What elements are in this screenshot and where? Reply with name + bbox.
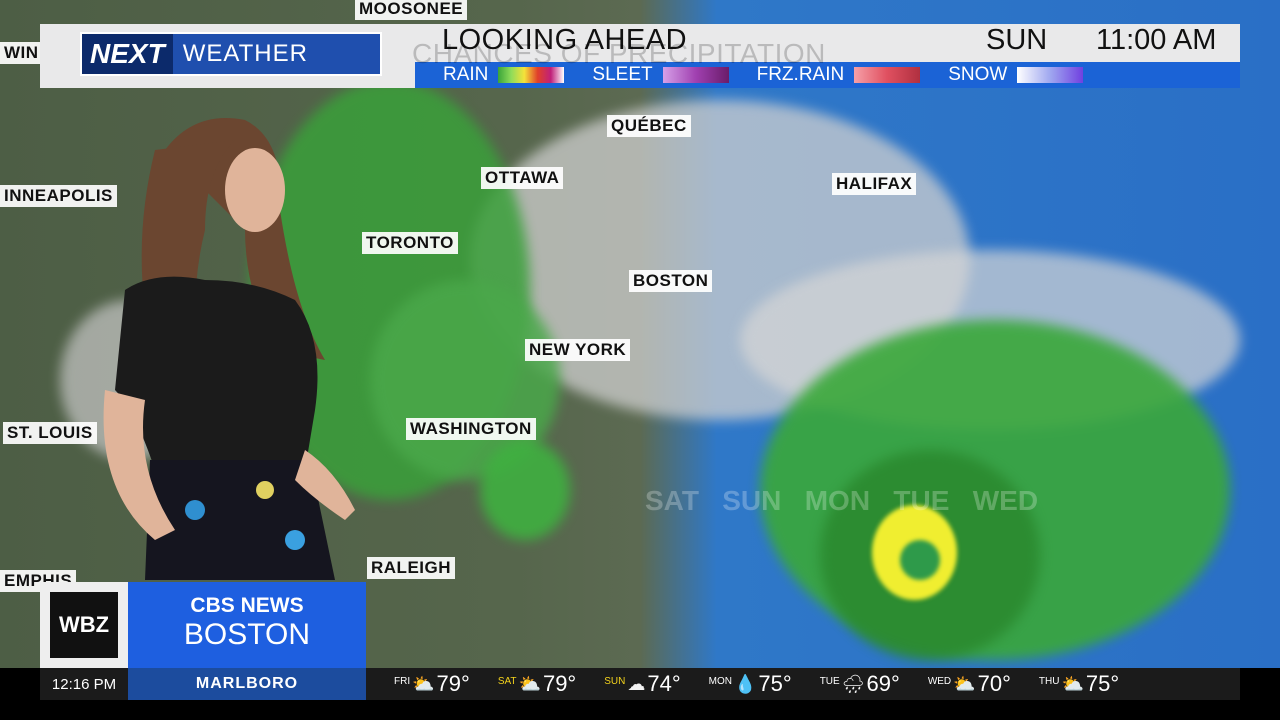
- forecast-temp: 79°: [542, 671, 577, 696]
- city-label: MOOSONEE: [355, 0, 468, 20]
- forecast-day-label: SAT: [497, 676, 517, 687]
- city-label: ST. LOUIS: [3, 422, 97, 444]
- forecast-day-mon: MON 💧 75°: [709, 671, 792, 697]
- legend-swatch: [498, 67, 565, 83]
- legend-item: RAIN: [443, 64, 565, 86]
- location: MARLBORO: [128, 668, 366, 700]
- forecast-day: SUN: [986, 24, 1048, 56]
- logo-weather: WEATHER: [182, 40, 308, 67]
- seven-day-forecast: FRI ⛅ 79° SAT ⛅ 79° SUN ☁ 74° MON 💧 75° TUE 🌧 69° WED ⛅ 7…: [366, 671, 1119, 697]
- station-name: WBZ: [50, 592, 118, 658]
- rain-cloud-icon: 🌧: [841, 673, 865, 694]
- forecast-day-tue: TUE 🌧 69°: [820, 671, 900, 697]
- forecast-day-fri: FRI ⛅ 79°: [394, 671, 470, 697]
- partly-sunny-icon: ⛅: [953, 673, 976, 694]
- legend-item: FRZ.RAIN: [757, 64, 921, 86]
- forecast-day-label: FRI: [394, 676, 411, 687]
- next-weather-logo: NEXT WEATHER: [80, 32, 382, 76]
- forecast-temp: 70°: [977, 671, 1011, 696]
- forecast-temp: 74°: [647, 671, 681, 696]
- city-label: QUÉBEC: [607, 115, 691, 137]
- title-bar: NEXT WEATHER LOOKING AHEAD SUN 11:00 AM …: [40, 24, 1240, 88]
- forecast-day-sat: SAT ⛅ 79°: [498, 671, 576, 697]
- city-label: WASHINGTON: [406, 418, 536, 440]
- legend-swatch: [854, 67, 921, 83]
- weather-map: SAT SUN MON TUE WED MOOSONEE WIN INNEAPO…: [0, 0, 1280, 668]
- legend-item: SLEET: [592, 64, 729, 86]
- logo-next: NEXT: [82, 34, 173, 74]
- partly-sunny-icon: ⛅: [1061, 673, 1084, 694]
- forecast-day-label: WED: [927, 676, 952, 687]
- forecast-day-wed: WED ⛅ 70°: [928, 671, 1011, 697]
- network-name: CBS NEWS: [190, 594, 304, 617]
- ghost-days: SAT SUN MON TUE WED: [645, 485, 1039, 516]
- legend-label: SLEET: [592, 64, 653, 85]
- legend-swatch: [662, 67, 729, 83]
- forecast-ticker: 12:16 PM MARLBORO FRI ⛅ 79° SAT ⛅ 79° SUN ☁ 74° M…: [40, 668, 1240, 700]
- forecast-day-sun: SUN ☁ 74°: [604, 671, 680, 697]
- legend-label: FRZ.RAIN: [756, 64, 845, 85]
- legend-swatch: [1017, 67, 1084, 83]
- forecast-day-label: TUE: [819, 676, 840, 687]
- forecast-temp: 79°: [436, 671, 470, 696]
- forecast-day-label: THU: [1038, 676, 1060, 687]
- city-label: INNEAPOLIS: [0, 185, 117, 207]
- precip-legend: RAIN SLEET FRZ.RAIN SNOW: [415, 62, 1240, 88]
- page-title: LOOKING AHEAD: [442, 24, 688, 56]
- clock: 12:16 PM: [51, 675, 117, 693]
- rain-drops-icon: 💧: [733, 673, 757, 694]
- network-logo: CBS NEWS BOSTON: [128, 582, 366, 668]
- city-label: NEW YORK: [525, 339, 631, 361]
- forecast-day-label: MON: [708, 676, 732, 687]
- forecast-time: 11:00 AM: [1096, 24, 1217, 56]
- partly-sunny-icon: ⛅: [412, 673, 435, 694]
- forecast-temp: 75°: [758, 671, 792, 696]
- forecast-temp: 69°: [866, 671, 900, 696]
- city-label: HALIFAX: [832, 173, 917, 195]
- forecast-day-thu: THU ⛅ 75°: [1039, 671, 1119, 697]
- forecast-temp: 75°: [1085, 671, 1120, 696]
- legend-item: SNOW: [948, 64, 1084, 86]
- partly-sunny-icon: ⛅: [518, 673, 541, 694]
- station-logo: WBZ: [40, 582, 128, 668]
- forecast-day-label: SUN: [604, 676, 626, 687]
- city-label: BOSTON: [629, 270, 713, 292]
- city-label: OTTAWA: [481, 167, 564, 189]
- cloudy-icon: ☁: [627, 673, 646, 694]
- legend-label: RAIN: [443, 64, 489, 85]
- legend-label: SNOW: [948, 64, 1008, 85]
- presenter: [103, 118, 355, 580]
- city-label: RALEIGH: [367, 557, 455, 579]
- network-city: BOSTON: [183, 618, 311, 651]
- city-label: TORONTO: [362, 232, 458, 254]
- city-label: WIN: [0, 42, 43, 64]
